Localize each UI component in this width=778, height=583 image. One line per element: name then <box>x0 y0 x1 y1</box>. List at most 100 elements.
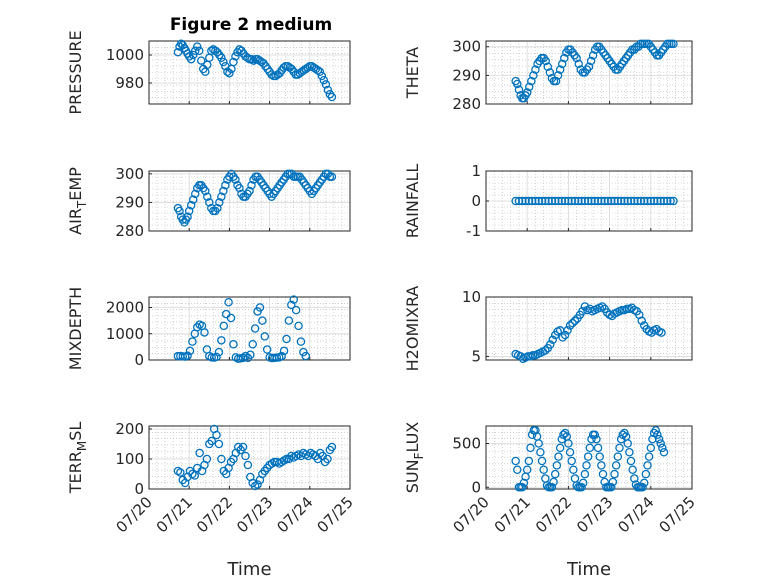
data-point <box>659 447 669 457</box>
data-point <box>289 295 298 304</box>
data-point <box>543 62 553 72</box>
data-point <box>323 85 333 95</box>
data-point <box>531 65 540 74</box>
data-point <box>195 448 204 458</box>
subplot-6: 5 10 H2OMIXRA <box>403 286 693 371</box>
data-point <box>529 71 538 80</box>
data-point <box>592 434 601 444</box>
data-point <box>184 206 194 216</box>
y-tick-label: 280 <box>115 222 144 240</box>
data-point <box>610 469 619 479</box>
y-tick-label: 0 <box>471 192 481 210</box>
data-point <box>580 469 590 479</box>
y-tick-label: 1000 <box>106 325 144 343</box>
data-point <box>207 46 216 56</box>
y-tick-label: 0 <box>134 480 144 498</box>
data-point <box>212 352 221 362</box>
data-point <box>656 439 665 448</box>
data-point <box>546 340 555 349</box>
y-tick-label: 300 <box>115 165 144 183</box>
axes-box <box>148 170 351 232</box>
x-tick-label: 07/25 <box>656 493 699 536</box>
data-point <box>221 181 230 190</box>
axes-box <box>485 296 693 361</box>
data-point <box>578 478 588 488</box>
data-point <box>291 305 301 315</box>
data-point <box>186 54 196 64</box>
data-point <box>666 196 675 206</box>
axes-box <box>148 296 351 361</box>
data-point <box>519 478 529 488</box>
data-point <box>194 46 204 56</box>
data-point <box>238 353 248 363</box>
x-tick-label: 07/23 <box>233 493 276 536</box>
data-point <box>550 469 560 479</box>
data-point <box>190 471 200 480</box>
data-point <box>188 337 197 346</box>
data-point <box>282 334 291 344</box>
data-point <box>541 56 550 66</box>
subplot-8: 0 500 SUNFLUX 07/2007/2107/2207/2307/2407/2… <box>403 422 699 580</box>
data-point <box>638 482 647 492</box>
data-point <box>646 443 656 453</box>
data-point <box>658 443 667 453</box>
data-point <box>560 53 569 63</box>
data-point <box>260 332 270 341</box>
data-point <box>615 443 624 453</box>
data-point <box>214 347 224 357</box>
data-point <box>224 297 233 307</box>
data-point <box>186 201 196 210</box>
data-point <box>511 456 520 466</box>
y-tick-label: 10 <box>462 288 481 306</box>
subplot-2: 280 290 300 THETA <box>403 38 693 113</box>
data-point <box>214 439 224 449</box>
data-point <box>583 452 593 461</box>
data-point <box>588 51 598 60</box>
subplot-5: 0 1000 2000 MIXDEPTH <box>66 287 351 370</box>
axes-box <box>485 40 693 105</box>
data-point <box>327 92 337 102</box>
data-point <box>653 430 662 439</box>
subplot-7: 0 100 200 TERRMSL 07/2007/2107/2207/2307/240… <box>66 420 357 580</box>
y-axis-label: THETA <box>403 47 422 99</box>
data-point <box>200 328 209 337</box>
x-tick-label: 07/21 <box>491 493 534 536</box>
x-tick-label: 07/20 <box>450 493 493 536</box>
data-point <box>183 351 192 361</box>
x-axis-label: Time <box>226 559 271 580</box>
data-point <box>231 52 240 61</box>
data-point <box>267 70 276 79</box>
data-point <box>572 53 581 63</box>
data-point <box>226 313 236 323</box>
y-tick-label: 5 <box>471 347 481 365</box>
data-point <box>215 198 224 207</box>
axes-box <box>148 40 351 105</box>
data-point <box>628 465 637 474</box>
y-tick-label: 1 <box>471 162 481 180</box>
data-point <box>637 316 646 326</box>
y-tick-label: -1 <box>466 222 481 240</box>
data-point <box>296 337 306 346</box>
data-point <box>247 54 256 64</box>
data-point <box>565 447 575 457</box>
data-point <box>225 68 234 78</box>
data-point <box>188 195 198 204</box>
data-point <box>185 346 195 356</box>
data-point <box>526 443 535 453</box>
figure-title: Figure 2 medium <box>170 15 332 35</box>
data-point <box>321 80 331 89</box>
data-point <box>549 477 558 487</box>
y-axis-label: PRESSURE <box>66 30 85 114</box>
data-point <box>606 482 616 492</box>
data-point <box>217 336 226 345</box>
data-point <box>284 316 294 325</box>
data-point <box>241 351 250 361</box>
data-point <box>586 56 596 66</box>
data-point <box>255 303 265 312</box>
data-point <box>190 46 200 56</box>
data-point <box>176 468 185 477</box>
data-point <box>201 186 210 196</box>
data-point <box>192 42 202 51</box>
data-point <box>641 469 651 479</box>
